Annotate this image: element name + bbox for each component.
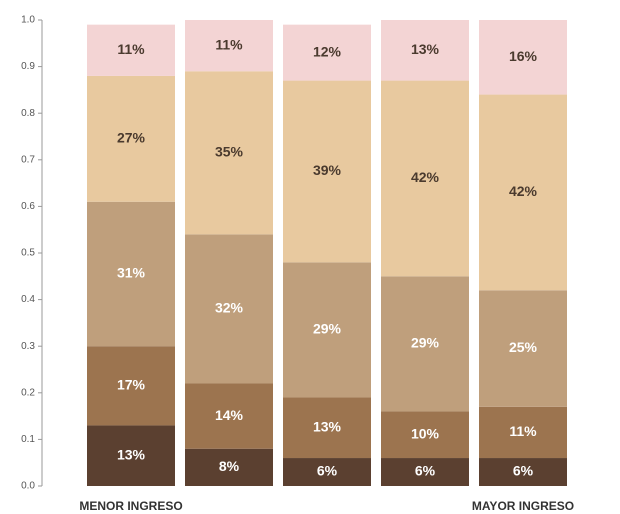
- value-label: 12%: [313, 43, 342, 59]
- bar-segment: [479, 290, 567, 407]
- value-label: 13%: [117, 446, 146, 462]
- bar-segment: [185, 383, 273, 449]
- y-tick-label: 0.5: [21, 248, 35, 259]
- value-label: 6%: [317, 463, 338, 479]
- bar-segment: [87, 425, 175, 486]
- value-label: 17%: [117, 377, 146, 393]
- value-label: 10%: [411, 425, 440, 441]
- value-label: 39%: [313, 162, 342, 178]
- value-label: 13%: [313, 418, 342, 434]
- bar-segment: [381, 458, 469, 486]
- x-tick-label: MENOR INGRESO: [79, 499, 182, 513]
- value-label: 13%: [411, 41, 440, 57]
- bar-segment: [283, 80, 371, 263]
- value-label: 16%: [509, 48, 538, 64]
- bar-segment: [185, 20, 273, 72]
- y-tick-label: 0.8: [21, 108, 35, 119]
- bar-segment: [87, 24, 175, 76]
- bar-segment: [381, 411, 469, 459]
- value-label: 11%: [117, 41, 145, 57]
- y-tick-label: 0.4: [21, 294, 35, 305]
- value-label: 11%: [215, 36, 243, 52]
- value-label: 32%: [215, 300, 244, 316]
- bar-segment: [283, 397, 371, 459]
- value-label: 29%: [313, 321, 342, 337]
- value-label: 31%: [117, 265, 146, 281]
- bar-segment: [185, 234, 273, 384]
- value-label: 42%: [509, 183, 538, 199]
- bar-segment: [479, 458, 567, 486]
- value-label: 14%: [215, 407, 244, 423]
- bar-segment: [185, 71, 273, 235]
- value-label: 27%: [117, 130, 146, 146]
- bar-segment: [479, 94, 567, 291]
- bar-segment: [283, 458, 371, 486]
- bar-segment: [87, 346, 175, 426]
- bar-segment: [87, 201, 175, 347]
- y-tick-label: 0.7: [21, 154, 35, 165]
- bar-segment: [479, 406, 567, 459]
- x-tick-label: MAYOR INGRESO: [472, 499, 574, 513]
- y-tick-label: 0.3: [21, 341, 35, 352]
- bar-segment: [479, 20, 567, 95]
- bar-segment: [381, 20, 469, 81]
- value-label: 6%: [513, 463, 534, 479]
- y-tick-label: 0.9: [21, 61, 35, 72]
- value-label: 29%: [411, 335, 440, 351]
- y-tick-label: 1.0: [21, 15, 35, 26]
- bar-segment: [185, 448, 273, 486]
- y-tick-label: 0.6: [21, 201, 35, 212]
- y-tick-label: 0.2: [21, 387, 35, 398]
- bar-segment: [381, 80, 469, 277]
- y-tick-label: 0.1: [21, 434, 35, 445]
- value-label: 25%: [509, 339, 538, 355]
- bar-segment: [87, 75, 175, 202]
- y-tick-label: 0.0: [21, 481, 35, 492]
- value-label: 11%: [509, 423, 537, 439]
- value-label: 42%: [411, 169, 440, 185]
- value-label: 6%: [415, 463, 436, 479]
- value-label: 8%: [219, 458, 240, 474]
- bar-segment: [381, 276, 469, 412]
- bar-segment: [283, 24, 371, 81]
- value-label: 35%: [215, 144, 244, 160]
- bar-segment: [283, 262, 371, 398]
